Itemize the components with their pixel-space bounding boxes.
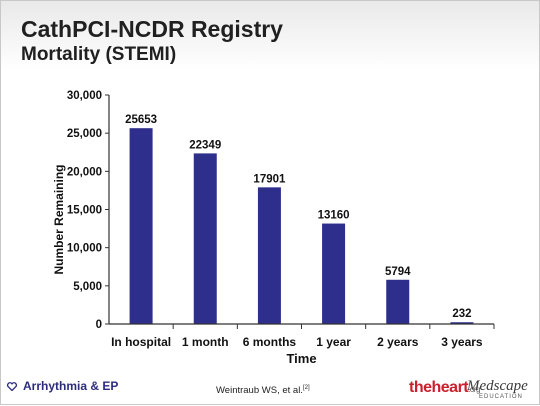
y-tick-label-0: 0	[96, 319, 102, 331]
theheart-logo-suffix: .org	[468, 385, 480, 394]
data-label-2: 17901	[253, 173, 286, 185]
y-tick-label-1: 5,000	[73, 281, 102, 293]
y-axis-title: Number Remaining	[52, 164, 66, 274]
axes-layer: In hospital 1 month 6 months 1 year 2 years 3…	[67, 90, 495, 349]
bars-layer: 25653 22349 17901 13160 5794 232	[125, 114, 474, 324]
x-tick-label-1: 1 month	[182, 335, 229, 349]
title-block: CathPCI-NCDR Registry Mortality (STEMI)	[21, 15, 283, 67]
theheart-logo-text: theheart	[409, 379, 469, 396]
data-label-0: 25653	[125, 114, 157, 126]
data-label-4: 5794	[385, 266, 411, 278]
x-tick-label-4: 2 years	[377, 335, 419, 349]
y-tick-label-2: 10,000	[67, 243, 102, 255]
slide-title: CathPCI-NCDR Registry	[21, 16, 283, 42]
bar-1	[193, 153, 217, 324]
citation-ref: [2]	[302, 385, 310, 391]
y-tick-label-4: 20,000	[67, 166, 102, 178]
x-tick-label-3: 1 year	[316, 335, 351, 349]
y-tick-label-6: 30,000	[67, 90, 102, 102]
data-label-3: 13160	[318, 210, 350, 222]
theheart-logo: theheart.org	[409, 379, 480, 397]
bar-5	[450, 322, 474, 324]
citation-text: Weintraub WS, et al.	[216, 385, 303, 397]
bar-4	[386, 279, 410, 324]
medscape-tagline: EDUCATION	[479, 394, 523, 400]
bar-3	[322, 223, 346, 324]
arrhythmia-ep-logo: Arrhythmia & EP	[9, 379, 118, 393]
x-tick-label-2: 6 months	[243, 335, 297, 349]
medscape-logo: Medscape	[467, 378, 528, 394]
data-label-5: 232	[452, 308, 471, 320]
slide-subtitle: Mortality (STEMI)	[21, 44, 177, 65]
citation: Weintraub WS, et al.[2]	[216, 385, 310, 396]
y-tick-label-3: 15,000	[67, 205, 102, 217]
arrhythmia-ep-logo-text: Arrhythmia & EP	[23, 379, 119, 393]
x-tick-label-0: In hospital	[111, 335, 171, 349]
x-axis-title: Time	[286, 351, 316, 366]
data-label-1: 22349	[189, 139, 221, 151]
x-tick-label-5: 3 years	[441, 335, 483, 349]
heart-icon	[7, 382, 17, 391]
bar-0	[129, 128, 153, 324]
bar-2	[257, 187, 281, 324]
y-tick-label-5: 25,000	[67, 128, 102, 140]
